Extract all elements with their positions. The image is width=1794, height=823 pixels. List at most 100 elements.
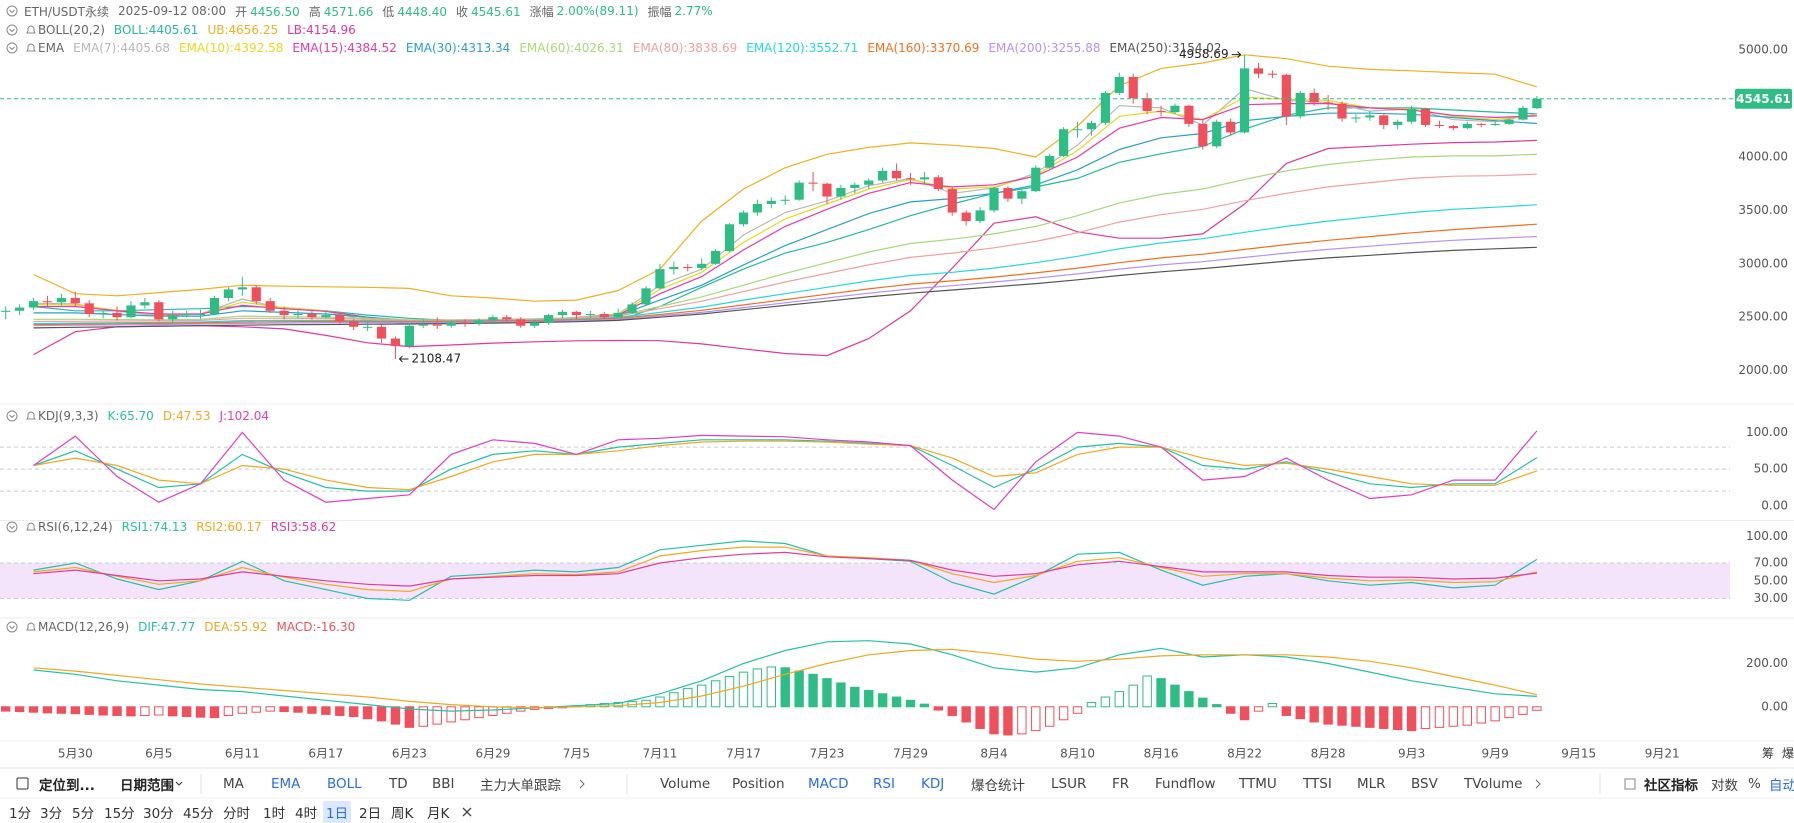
legend-entry: J:102.04 xyxy=(219,409,270,423)
timeframe-button[interactable]: 4时 xyxy=(295,806,318,822)
legend-entry: EMA(7):4405.68 xyxy=(73,41,170,55)
candle-body xyxy=(1365,115,1375,118)
y-tick-label: 0.00 xyxy=(1761,498,1788,512)
timeframe-button[interactable]: 1分 xyxy=(9,806,32,822)
low-label: 2108.47 xyxy=(411,352,461,366)
indicator-toggle[interactable]: Volume xyxy=(660,776,711,792)
x-tick-label: 8月22 xyxy=(1227,747,1262,761)
toolbar-option[interactable]: % xyxy=(1748,776,1761,792)
indicator-toggle[interactable]: 爆仓统计 xyxy=(971,778,1025,794)
candle-body xyxy=(836,187,846,197)
indicator-toggle[interactable]: Fundflow xyxy=(1155,776,1216,792)
x-tick-label: 9月15 xyxy=(1561,747,1596,761)
candle-body xyxy=(641,288,651,305)
candle-body xyxy=(488,317,498,321)
candle-body xyxy=(1226,121,1236,133)
legend-entry: RSI2:60.17 xyxy=(196,520,262,534)
indicator-toggle[interactable]: RSI xyxy=(873,776,895,792)
toolbar-option[interactable]: 自动 xyxy=(1769,778,1794,794)
macd-bar xyxy=(864,690,874,708)
ohlc-label: 低 xyxy=(382,4,395,19)
candle-body xyxy=(209,297,220,314)
timeframe-button[interactable]: 2日 xyxy=(359,806,382,822)
toolbar-option[interactable]: 社区指标 xyxy=(1644,778,1698,794)
legend-entry: EMA(60):4026.31 xyxy=(519,41,624,55)
macd-bar xyxy=(446,706,456,723)
macd-bar xyxy=(1351,706,1361,727)
legend-entry: DIF:47.77 xyxy=(138,620,196,634)
timeframe-button[interactable]: 分时 xyxy=(223,806,250,822)
macd-bar xyxy=(1184,691,1194,708)
candle-body xyxy=(1323,102,1333,104)
indicator-toggle[interactable]: TD xyxy=(389,776,408,792)
timeframe-button[interactable]: 月K xyxy=(427,806,450,822)
macd-bar xyxy=(1323,706,1333,725)
timeframe-button[interactable]: 15分 xyxy=(104,806,135,822)
timeframe-button[interactable]: 1日 xyxy=(323,801,352,823)
macd-bar xyxy=(181,706,192,718)
indicator-toggle[interactable]: TTMU xyxy=(1239,776,1277,792)
timeframe-button[interactable]: 周K xyxy=(391,806,414,822)
indicator-toggle[interactable]: BSV xyxy=(1411,776,1438,792)
dropdown-chevron xyxy=(175,781,183,786)
indicator-toggle[interactable]: BBI xyxy=(432,776,455,792)
candle-body xyxy=(905,178,916,180)
y-tick-label: 2000.00 xyxy=(1738,363,1788,377)
indicator-toggle[interactable]: Position xyxy=(732,776,785,792)
macd-bar xyxy=(84,706,94,715)
candle-body xyxy=(265,301,275,311)
legend-title: EMA xyxy=(38,41,65,55)
y-tick-label: 2500.00 xyxy=(1738,310,1788,324)
indicator-toggle[interactable]: MA xyxy=(223,776,244,792)
candle-body xyxy=(822,183,832,197)
collapse-icon xyxy=(6,621,18,633)
macd-bar xyxy=(321,706,331,715)
y-tick-label: 50.00 xyxy=(1754,462,1788,476)
date-range-button[interactable]: 日期范围 xyxy=(120,778,174,794)
timeframe-button[interactable]: 3分 xyxy=(40,806,63,822)
x-tick-label: 8月4 xyxy=(980,747,1007,761)
candle-body xyxy=(293,313,303,316)
macd-bar xyxy=(390,706,401,725)
indicator-toggle[interactable]: 主力大单跟踪 xyxy=(480,778,561,794)
time: 2025-09-12 08:00 xyxy=(117,4,227,18)
ohlc-label: 高 xyxy=(308,4,321,19)
y-tick-label: 100.00 xyxy=(1746,529,1788,543)
amplitude-label: 振幅 xyxy=(647,4,672,19)
indicator-toggle[interactable]: TTSI xyxy=(1303,776,1332,792)
indicator-toggle[interactable]: MLR xyxy=(1357,776,1386,792)
indicator-toggle[interactable]: FR xyxy=(1112,776,1130,792)
indicator-toggle[interactable]: LSUR xyxy=(1051,776,1087,792)
collapse-chevron xyxy=(9,414,15,419)
indicator-line xyxy=(33,204,1537,325)
macd-bar xyxy=(28,706,39,713)
indicator-toggle[interactable]: TVolume xyxy=(1464,776,1523,792)
legend-title: BOLL(20,2) xyxy=(38,23,105,37)
macd-bar xyxy=(362,706,373,720)
candle-body xyxy=(627,304,637,313)
timeframe-button[interactable]: 45分 xyxy=(183,806,214,822)
indicator-toggle[interactable]: MACD xyxy=(808,776,849,792)
indicator-toggle[interactable]: KDJ xyxy=(921,776,945,792)
legend-entry: RSI1:74.13 xyxy=(121,520,188,534)
indicator-toggle[interactable]: BOLL xyxy=(327,776,362,792)
candle-body xyxy=(683,267,693,269)
candle-body xyxy=(794,182,804,200)
toolbar-option[interactable]: 对数 xyxy=(1711,778,1738,794)
candle-body xyxy=(1295,92,1305,117)
macd-bar xyxy=(98,706,108,716)
timeframe-button[interactable]: 30分 xyxy=(143,806,174,822)
timeframe-button[interactable]: 1时 xyxy=(263,806,286,822)
candle-body xyxy=(446,322,456,326)
legend: EMA EMA(7):4405.68 EMA(10):4392.58 EMA(15):… xyxy=(24,39,1231,57)
candle-body xyxy=(1045,155,1055,168)
macd-bar xyxy=(1448,706,1459,727)
candle-body xyxy=(126,305,136,318)
indicator-line xyxy=(33,551,1537,587)
candle-body xyxy=(655,269,665,289)
locate-button[interactable]: 定位到... xyxy=(39,778,95,794)
macd-bar xyxy=(1003,706,1013,736)
candle-body xyxy=(530,322,540,326)
timeframe-button[interactable]: 5分 xyxy=(72,806,95,822)
indicator-toggle[interactable]: EMA xyxy=(271,776,301,792)
